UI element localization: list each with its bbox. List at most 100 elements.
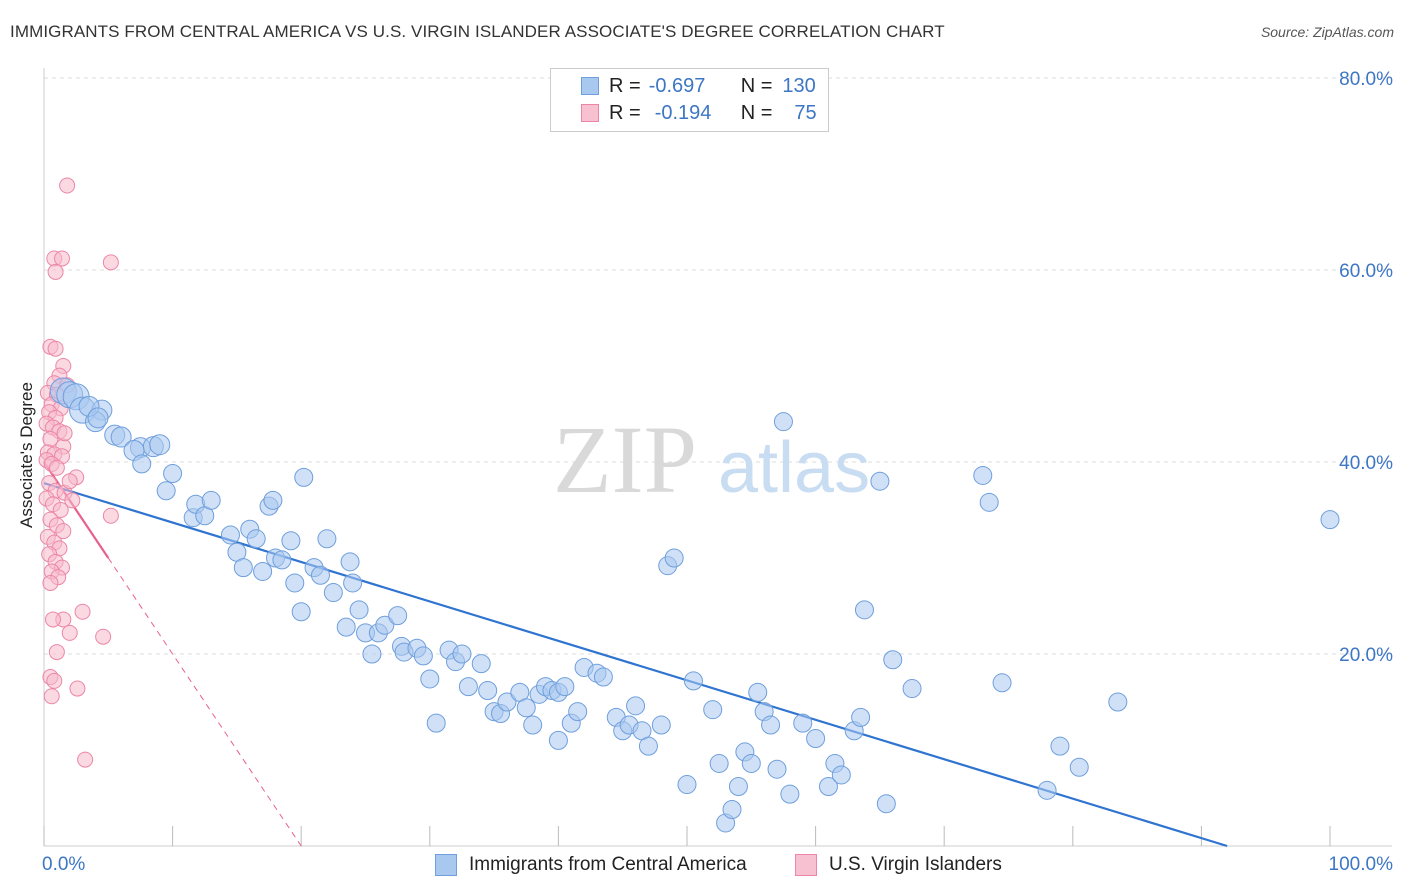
- point-central-america: [516, 698, 536, 718]
- point-central-america: [780, 784, 800, 804]
- source-note: Source: ZipAtlas.com: [1260, 24, 1394, 40]
- point-central-america: [761, 715, 781, 735]
- point-central-america: [767, 759, 787, 779]
- point-virgin-islanders: [95, 628, 112, 645]
- point-central-america: [201, 490, 221, 510]
- point-central-america: [626, 696, 646, 716]
- point-central-america: [294, 467, 314, 487]
- point-virgin-islanders: [61, 624, 78, 641]
- point-central-america: [870, 471, 890, 491]
- point-virgin-islanders: [46, 672, 63, 689]
- point-central-america: [1108, 692, 1128, 712]
- point-central-america: [343, 573, 363, 593]
- point-central-america: [523, 715, 543, 735]
- point-central-america: [420, 669, 440, 689]
- point-virgin-islanders: [59, 177, 76, 194]
- point-central-america: [992, 673, 1012, 693]
- point-central-america: [748, 682, 768, 702]
- y-tick-label: 60.0%: [1339, 261, 1393, 282]
- point-central-america: [548, 730, 568, 750]
- watermark-atlas: atlas: [718, 428, 870, 508]
- point-virgin-islanders: [56, 425, 73, 442]
- point-virgin-islanders: [74, 603, 91, 620]
- chart-title: IMMIGRANTS FROM CENTRAL AMERICA VS U.S. …: [10, 22, 945, 41]
- point-central-america: [1069, 757, 1089, 777]
- point-central-america: [452, 644, 472, 664]
- x-tick-labels: 0.0% 100.0%: [42, 854, 1393, 875]
- point-virgin-islanders: [54, 250, 71, 267]
- point-central-america: [806, 728, 826, 748]
- legend-r-value: -0.697: [648, 74, 706, 97]
- point-central-america: [263, 490, 283, 510]
- point-central-america: [555, 677, 575, 697]
- point-central-america: [285, 573, 305, 593]
- point-central-america: [253, 561, 273, 581]
- point-central-america: [281, 531, 301, 551]
- legend-n-label: N =: [740, 101, 773, 124]
- point-central-america: [902, 679, 922, 699]
- point-central-america: [110, 426, 132, 448]
- point-virgin-islanders: [102, 507, 119, 524]
- y-tick-labels: 20.0% 40.0% 60.0% 80.0%: [1339, 69, 1393, 666]
- point-central-america: [317, 529, 337, 549]
- point-central-america: [651, 715, 671, 735]
- point-central-america: [773, 412, 793, 432]
- point-virgin-islanders: [45, 611, 62, 628]
- legend: R = -0.697 N = 130 R = -0.194 N = 75: [550, 68, 829, 132]
- point-virgin-islanders: [69, 680, 86, 697]
- point-virgin-islanders: [102, 254, 119, 271]
- point-central-america: [426, 713, 446, 733]
- point-central-america: [854, 600, 874, 620]
- watermark: ZIP atlas: [553, 406, 870, 513]
- point-central-america: [340, 552, 360, 572]
- watermark-zip: ZIP: [553, 406, 697, 513]
- point-central-america: [1050, 736, 1070, 756]
- point-central-america: [362, 644, 382, 664]
- point-central-america: [310, 565, 330, 585]
- point-virgin-islanders: [48, 459, 65, 476]
- point-central-america: [163, 464, 183, 484]
- point-central-america: [149, 434, 171, 456]
- bottom-legend-label: U.S. Virgin Islanders: [829, 854, 1002, 875]
- point-central-america: [87, 407, 109, 429]
- legend-row-virgin-islanders: R = -0.194 N = 75: [551, 100, 817, 126]
- bottom-legend-label: Immigrants from Central America: [469, 854, 747, 875]
- point-central-america: [709, 753, 729, 773]
- point-virgin-islanders: [61, 473, 78, 490]
- series-central-america: [49, 377, 1340, 833]
- point-virgin-islanders: [47, 263, 64, 280]
- bottom-legend-swatch-blue: [435, 854, 457, 876]
- trend-line-central-america: [43, 482, 1228, 848]
- point-central-america: [741, 753, 761, 773]
- point-central-america: [220, 525, 240, 545]
- trend-line-virgin-islanders-extension: [107, 557, 302, 847]
- point-central-america: [156, 481, 176, 501]
- legend-swatch-blue: [581, 77, 599, 95]
- point-central-america: [831, 765, 851, 785]
- point-virgin-islanders: [77, 751, 94, 768]
- x-tick-label-max: 100.0%: [1329, 854, 1394, 875]
- point-central-america: [349, 600, 369, 620]
- point-central-america: [497, 692, 517, 712]
- point-central-america: [973, 465, 993, 485]
- point-virgin-islanders: [43, 688, 60, 705]
- legend-row-central-america: R = -0.697 N = 130: [551, 73, 816, 99]
- point-central-america: [979, 492, 999, 512]
- point-central-america: [291, 602, 311, 622]
- legend-n-label: N =: [740, 74, 773, 97]
- point-central-america: [233, 558, 253, 578]
- point-central-america: [883, 650, 903, 670]
- point-central-america: [728, 776, 748, 796]
- point-central-america: [664, 548, 684, 568]
- point-central-america: [323, 583, 343, 603]
- point-virgin-islanders: [48, 644, 65, 661]
- point-central-america: [851, 707, 871, 727]
- y-axis-label: Associate's Degree: [17, 382, 36, 528]
- y-tick-label: 40.0%: [1339, 453, 1393, 474]
- bottom-legend-swatch-pink: [795, 854, 817, 876]
- point-central-america: [683, 671, 703, 691]
- legend-r-label: R =: [609, 74, 641, 97]
- point-central-america: [703, 700, 723, 720]
- point-central-america: [677, 775, 697, 795]
